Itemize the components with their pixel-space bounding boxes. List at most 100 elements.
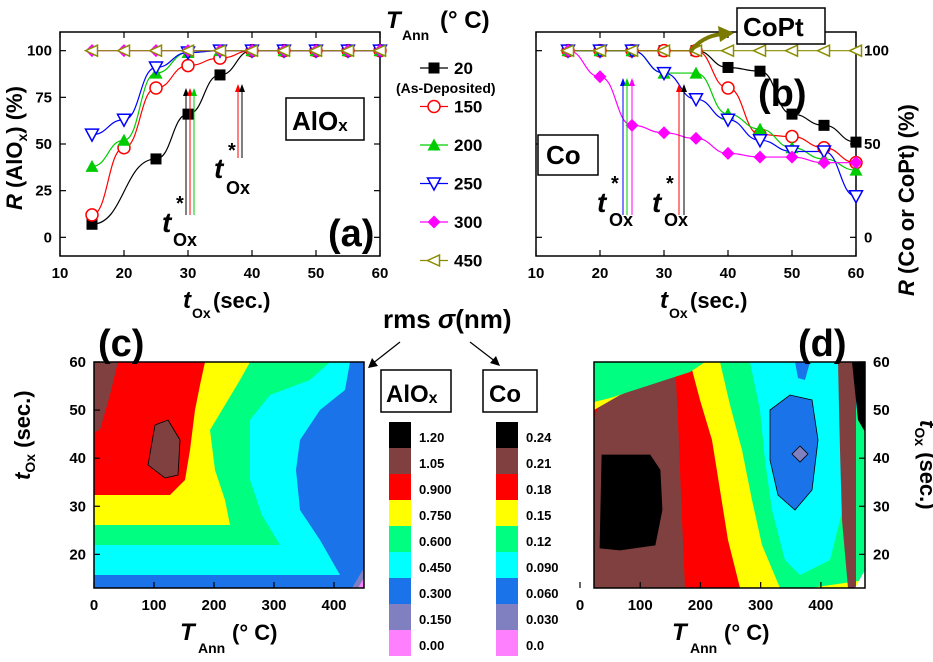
tstar-label-a2: t * Ox (214, 140, 250, 198)
y-tick-label: 30 (69, 498, 86, 515)
svg-text:R (AlOx) (%): R (AlOx) (%) (2, 86, 30, 210)
colorbar-label: 0.15 (526, 508, 551, 523)
rms-arrow-left-head (368, 358, 378, 368)
y-tick-label: 50 (873, 402, 890, 419)
y-tick-label: 50 (35, 136, 52, 153)
colorbar-label: 0.060 (526, 586, 559, 601)
colorbar-swatch (496, 422, 518, 448)
colorbar-d-title-box (482, 369, 538, 413)
colorbar-swatch (389, 526, 411, 552)
x-tick-label: 300 (261, 597, 286, 614)
c-xlabel: T Ann (° C) (180, 619, 277, 656)
point-b-250 (688, 92, 704, 108)
legend-label-450: 450 (454, 252, 482, 271)
colorbar-swatch (389, 604, 411, 630)
point-a-20 (214, 69, 226, 81)
x-tick-label: 400 (321, 597, 346, 614)
svg-text:(° C): (° C) (724, 620, 769, 645)
level-0.24 (599, 454, 663, 551)
x-tick-label: 60 (848, 265, 865, 282)
colorbar-label: 0.12 (526, 534, 551, 549)
series-line-300 (567, 50, 856, 164)
y-tick-label: 20 (873, 546, 890, 563)
x-tick-label: 40 (720, 265, 737, 282)
y-tick-label: 20 (69, 546, 86, 563)
svg-text:t: t (652, 187, 663, 218)
point-b-300 (689, 131, 703, 145)
rms-label: rms σ(nm) (383, 304, 512, 334)
point-b-450 (559, 43, 575, 58)
svg-text:Ann: Ann (402, 27, 429, 43)
y-tick-label: 0 (864, 229, 872, 246)
svg-text:(° C): (° C) (440, 7, 490, 34)
y-tick-label: 50 (864, 136, 881, 153)
point-a-450 (243, 43, 259, 58)
b-ylabel: R (Co or CoPt) (%) (894, 104, 919, 296)
point-b-200 (849, 163, 863, 176)
point-b-300 (817, 156, 831, 170)
colorbar-label: 0.750 (419, 508, 452, 523)
point-b-150 (721, 81, 735, 95)
svg-text:Ox: Ox (609, 210, 633, 230)
colorbar-label: 0.600 (419, 534, 452, 549)
legend-marker-450 (425, 253, 441, 268)
colorbar-label: 0.24 (526, 430, 552, 445)
svg-text:Ox: Ox (669, 305, 688, 321)
point-a-450 (371, 43, 387, 58)
point-a-150 (85, 208, 99, 222)
svg-text:T: T (672, 619, 689, 646)
point-b-300 (753, 150, 767, 164)
colorbar-swatch (496, 578, 518, 604)
colorbar-c: 1.20 1.05 0.900 0.750 0.600 0.450 0.300 0.150 0.… (389, 422, 452, 656)
level-0.00 (358, 578, 364, 588)
point-a-250 (148, 61, 164, 76)
point-a-450 (115, 43, 131, 58)
panel-c: 0 100 200 300 400 20 30 40 50 60 (c) tOx (sec.) T… (10, 323, 365, 656)
point-a-150 (149, 81, 163, 95)
svg-text:t: t (660, 287, 669, 314)
point-a-450 (147, 43, 163, 58)
svg-text:tOx (sec.): tOx (sec.) (10, 390, 38, 480)
tstar-arrows-b (620, 78, 687, 215)
alox-inset-box (285, 97, 365, 141)
legend-marker-20 (428, 62, 440, 74)
svg-text:t: t (183, 287, 192, 314)
colorbar-label: 0.300 (419, 586, 452, 601)
svg-text:t: t (162, 207, 173, 238)
point-a-20 (86, 218, 98, 230)
point-b-300 (593, 70, 607, 84)
point-b-300 (657, 126, 671, 140)
colorbar-swatch (389, 578, 411, 604)
colorbar-label: 0.21 (526, 456, 551, 471)
colorbar-swatch (496, 474, 518, 500)
colorbar-d: 0.24 0.21 0.18 0.15 0.12 0.090 0.060 0.030 0.0 (496, 422, 559, 656)
point-b-200 (753, 122, 767, 135)
x-tick-label: 50 (784, 265, 801, 282)
x-tick-label: 0 (576, 597, 584, 614)
colorbar-label: 1.05 (419, 456, 444, 471)
svg-text:Ann: Ann (198, 640, 225, 656)
svg-text:*: * (611, 173, 619, 195)
point-b-250 (752, 134, 768, 149)
x-tick-label: 10 (52, 265, 69, 282)
point-a-450 (275, 43, 291, 58)
panel-label-b: (b) (758, 73, 807, 115)
point-a-450 (307, 43, 323, 58)
tstar-label-a1: t * Ox (162, 193, 197, 250)
panel-d-frame (593, 361, 866, 589)
panel-c-frame (93, 361, 365, 589)
legend-label-200: 200 (454, 136, 482, 155)
a-xlabel: t Ox (sec.) (183, 287, 270, 321)
point-a-20 (150, 153, 162, 165)
colorbar-swatch (389, 630, 411, 656)
svg-text:(sec.): (sec.) (690, 288, 747, 313)
svg-text:Ox: Ox (226, 178, 250, 198)
x-tick-label: 20 (592, 265, 609, 282)
svg-text:Ox: Ox (192, 305, 211, 321)
point-a-450 (83, 43, 99, 58)
colorbar-swatch (496, 552, 518, 578)
svg-text:R (Co or CoPt) (%): R (Co or CoPt) (%) (894, 104, 919, 296)
legend-sublabel: (As-Deposited) (396, 80, 496, 96)
x-tick-label: 300 (748, 597, 773, 614)
colorbar-swatch (496, 448, 518, 474)
